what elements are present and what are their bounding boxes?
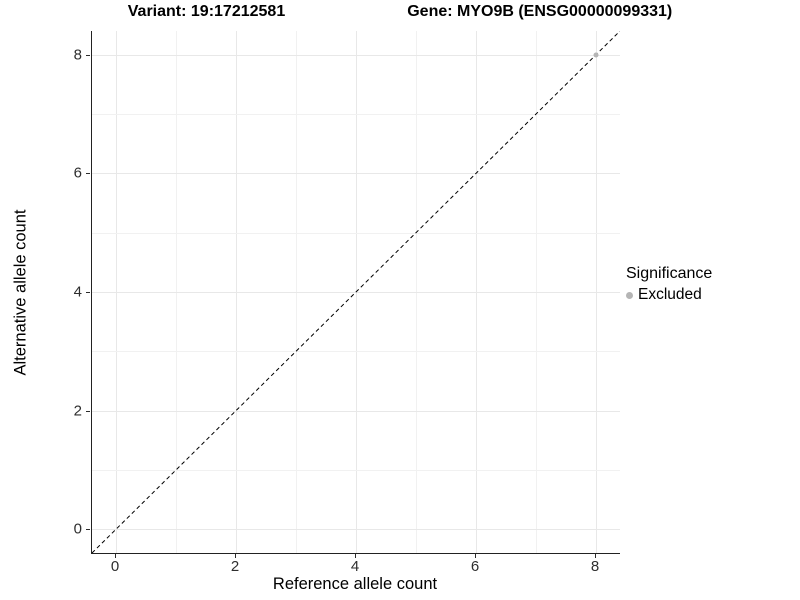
plot-title-variant: Variant: 19:17212581	[127, 3, 286, 20]
x-axis-tick-marks	[91, 554, 619, 558]
legend-item-excluded: Excluded	[626, 286, 712, 304]
legend-item-label: Excluded	[638, 286, 702, 303]
data-point	[593, 52, 599, 58]
plot-panel	[91, 31, 620, 554]
y-axis-tick-marks	[86, 31, 90, 553]
legend-title: Significance	[626, 265, 713, 282]
legend: Significance Excluded	[626, 265, 712, 304]
y-axis-title: Alternative allele count	[11, 209, 30, 376]
circle-icon	[626, 291, 633, 299]
plot-title-gene: Gene: MYO9B (ENSG00000099331)	[407, 3, 673, 20]
plot-title: Variant: 19:17212581 Gene: MYO9B (ENSG00…	[0, 3, 800, 21]
x-axis-title: Reference allele count	[272, 575, 438, 593]
identity-line	[92, 31, 620, 553]
